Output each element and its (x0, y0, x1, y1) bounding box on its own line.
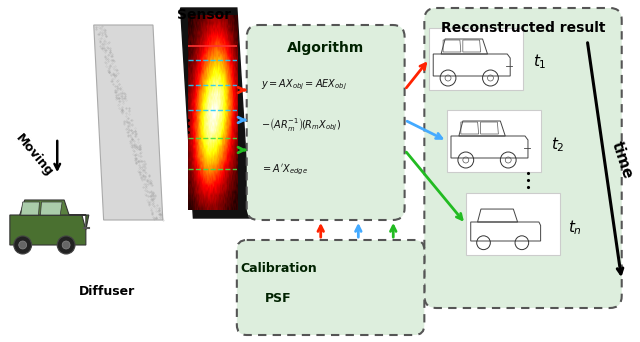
FancyBboxPatch shape (424, 8, 621, 308)
Text: Diffuser: Diffuser (79, 285, 134, 298)
FancyBboxPatch shape (466, 193, 559, 255)
FancyBboxPatch shape (237, 240, 424, 335)
Text: Algorithm: Algorithm (287, 41, 364, 55)
Polygon shape (69, 215, 89, 230)
Text: $t_1$: $t_1$ (533, 53, 547, 71)
Text: Sensor: Sensor (177, 8, 231, 22)
Text: Moving: Moving (13, 131, 56, 179)
Polygon shape (40, 202, 62, 215)
Polygon shape (93, 25, 163, 220)
Text: PSF: PSF (265, 292, 292, 305)
Text: $t_2$: $t_2$ (550, 136, 564, 154)
Text: time: time (609, 139, 635, 181)
Circle shape (57, 236, 75, 254)
Circle shape (14, 236, 31, 254)
Text: $y = AX_{obj} = AEX_{obj}$: $y = AX_{obj} = AEX_{obj}$ (260, 78, 346, 92)
FancyBboxPatch shape (246, 25, 404, 220)
Text: $t_n$: $t_n$ (568, 219, 582, 237)
Text: Calibration: Calibration (240, 262, 317, 275)
Text: Reconstructed result: Reconstructed result (441, 21, 605, 35)
FancyBboxPatch shape (429, 28, 523, 90)
Polygon shape (20, 202, 40, 215)
Circle shape (62, 241, 70, 249)
Polygon shape (20, 200, 69, 215)
Text: $-\left(AR_m^{-1}\right)\!\left(R_m X_{obj}\right)$: $-\left(AR_m^{-1}\right)\!\left(R_m X_{o… (260, 117, 340, 133)
Text: $= A'X_{edge}$: $= A'X_{edge}$ (260, 163, 307, 177)
Polygon shape (10, 215, 86, 245)
Circle shape (19, 241, 27, 249)
Polygon shape (180, 8, 250, 218)
FancyBboxPatch shape (447, 110, 541, 172)
